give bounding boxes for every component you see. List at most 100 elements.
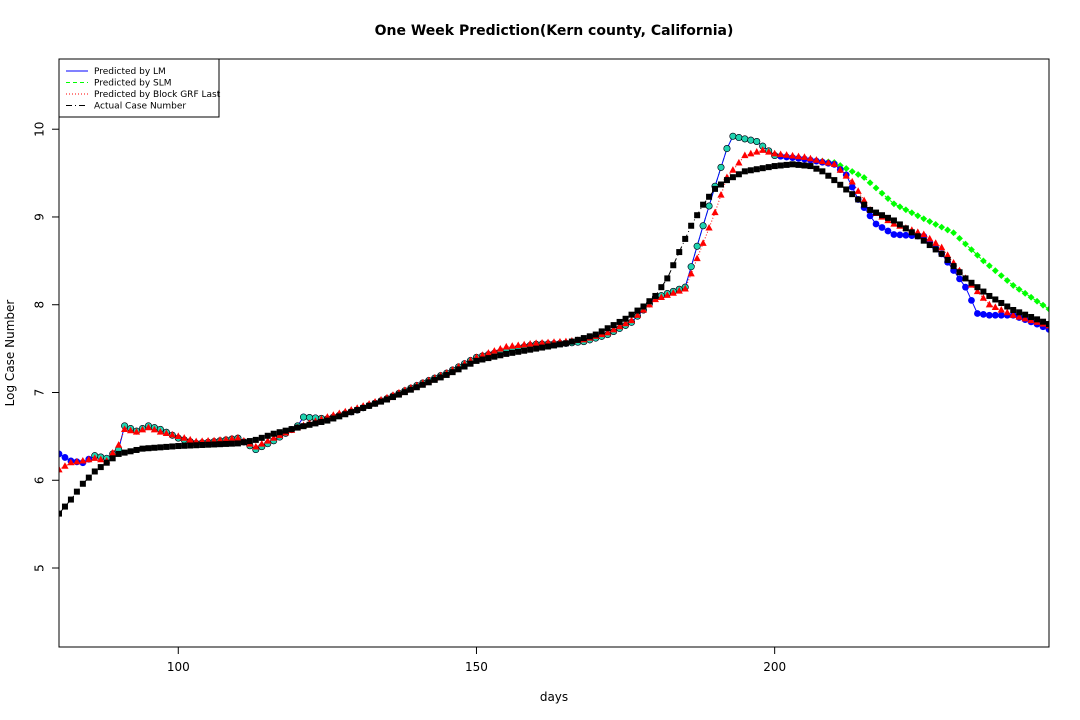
actual-point: [234, 440, 241, 447]
y-tick-label: 6: [33, 476, 47, 484]
grf-point: [252, 442, 260, 450]
actual-point: [139, 445, 146, 452]
actual-point: [962, 275, 969, 282]
grf-point: [222, 435, 230, 443]
actual-point: [592, 331, 599, 338]
actual-point: [783, 161, 790, 168]
actual-point: [59, 510, 62, 517]
actual-point: [384, 396, 391, 403]
legend: Predicted by LM Predicted by SLMPredicted…: [58, 58, 221, 118]
actual-point: [700, 201, 707, 208]
actual-point: [228, 440, 235, 447]
slm-point: [926, 218, 934, 225]
actual-point: [831, 177, 838, 184]
actual-point: [336, 413, 343, 420]
grf-point: [788, 151, 797, 159]
actual-point: [419, 381, 426, 388]
actual-point: [533, 345, 540, 352]
overlap-point: [735, 134, 743, 142]
slm-point: [872, 184, 880, 192]
grf-point: [496, 344, 504, 352]
actual-point: [741, 168, 748, 175]
x-tick-label: 200: [763, 660, 786, 674]
y-tick-label: 5: [33, 564, 47, 572]
actual-point: [318, 418, 325, 425]
slm-point: [991, 267, 999, 275]
actual-point: [115, 450, 122, 457]
lm-point: [890, 231, 898, 238]
grf-point: [610, 325, 618, 333]
actual-point: [926, 242, 933, 249]
actual-point: [73, 488, 80, 495]
grf-point: [1015, 313, 1023, 320]
actual-point: [604, 325, 611, 332]
actual-point: [574, 336, 581, 343]
actual-point: [169, 443, 176, 450]
grf-point: [538, 338, 546, 346]
actual-point: [133, 446, 140, 453]
actual-point: [401, 389, 408, 396]
actual-point: [509, 349, 516, 356]
grf-point: [115, 441, 123, 448]
actual-point: [527, 346, 534, 353]
grf-point: [168, 430, 176, 438]
grf-point: [228, 434, 236, 442]
grf-point: [216, 436, 224, 443]
overlap-point: [723, 145, 731, 153]
actual-point: [723, 177, 730, 184]
actual-point: [694, 212, 701, 219]
slm-point: [932, 220, 940, 228]
lm-point: [902, 231, 910, 239]
grf-point: [997, 305, 1005, 313]
grf-point: [711, 208, 719, 216]
grf-point: [729, 166, 737, 173]
grf-point: [1009, 311, 1017, 318]
lm-point: [997, 311, 1005, 319]
series-group: [59, 132, 1049, 517]
actual-point: [127, 448, 134, 455]
actual-point: [264, 432, 271, 439]
actual-point: [121, 449, 128, 456]
actual-point: [658, 284, 665, 291]
actual-point: [867, 206, 874, 213]
actual-point: [819, 168, 826, 175]
actual-point: [688, 222, 695, 229]
lm-point: [979, 310, 987, 318]
actual-point: [187, 442, 194, 449]
grf-point: [270, 434, 278, 441]
actual-point: [151, 444, 158, 451]
grf-point: [663, 291, 671, 298]
grf-point: [806, 154, 815, 162]
y-tick-label: 9: [33, 213, 47, 221]
y-tick-label: 8: [33, 301, 47, 309]
grf-point: [741, 151, 749, 159]
actual-point: [413, 384, 420, 391]
x-tick-label: 150: [465, 660, 488, 674]
grf-point: [842, 172, 850, 179]
grf-point: [162, 429, 170, 437]
grf-point: [979, 294, 987, 301]
grf-point: [944, 251, 952, 258]
grf-point: [186, 435, 194, 443]
grf-point: [812, 156, 821, 163]
actual-point: [813, 165, 820, 172]
actual-point: [467, 360, 474, 367]
actual-point: [729, 174, 736, 181]
actual-point: [598, 328, 605, 335]
actual-point: [91, 468, 98, 475]
slm-point: [896, 203, 904, 211]
legend-label: Predicted by Block GRF Last: [94, 90, 221, 100]
slm-point: [968, 246, 975, 254]
overlap-point: [705, 202, 713, 210]
slm-point: [854, 171, 862, 178]
grf-point: [717, 191, 725, 198]
grf-point: [264, 437, 272, 444]
grf-point: [520, 340, 528, 348]
slm-point: [997, 272, 1005, 279]
actual-point: [986, 292, 993, 299]
slm-point: [1033, 297, 1041, 305]
actual-point: [562, 340, 569, 347]
slm-point: [890, 200, 898, 208]
actual-point: [568, 338, 575, 345]
